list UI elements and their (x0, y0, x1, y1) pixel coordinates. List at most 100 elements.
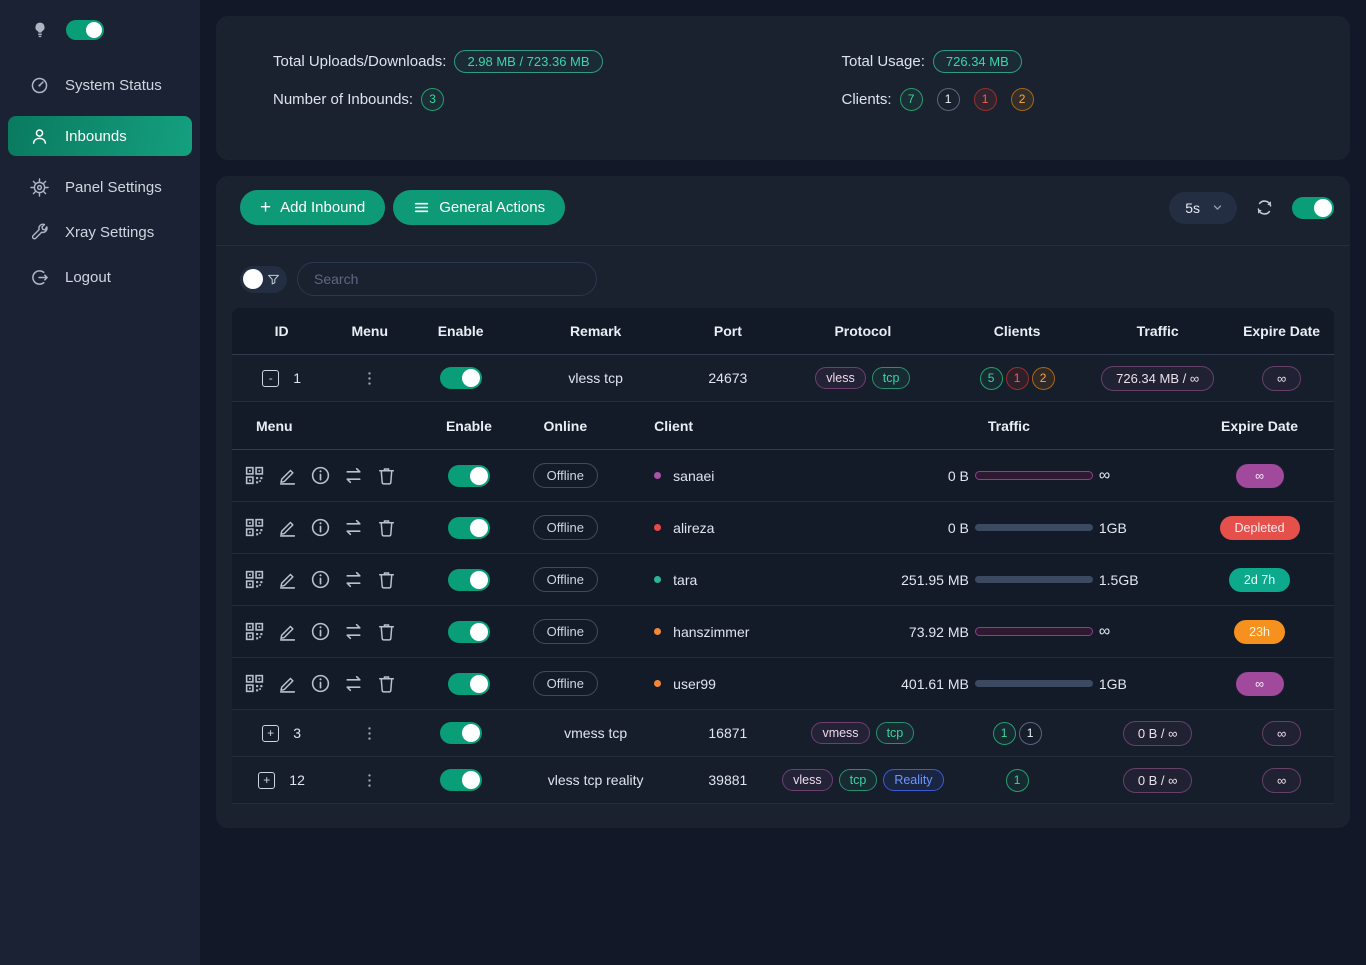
expand-icon[interactable]: + (258, 771, 276, 789)
stat-total-uploads-downloads: Total Uploads/Downloads: 2.98 MB / 723.3… (273, 42, 812, 80)
edit-icon[interactable] (277, 621, 298, 642)
online-status-badge: Offline (532, 619, 598, 644)
sidebar-item-system-status[interactable]: System Status (0, 64, 192, 106)
delete-icon[interactable] (376, 569, 397, 590)
refresh-icon[interactable] (1255, 198, 1274, 217)
delete-icon[interactable] (376, 673, 397, 694)
sidebar-item-label: Logout (65, 268, 111, 286)
stat-value-badge: 726.34 MB (932, 49, 1022, 73)
inbound-traffic-badge: 0 B / ∞ (1122, 720, 1193, 746)
info-icon[interactable] (310, 465, 331, 486)
inbound-expire-badge: ∞ (1261, 365, 1302, 391)
traffic-bar (974, 471, 1093, 480)
info-icon[interactable] (310, 621, 331, 642)
inbound-enable-toggle[interactable] (439, 367, 482, 389)
sidebar-item-logout[interactable]: Logout (0, 256, 192, 298)
client-count-badge: 7 (899, 87, 923, 111)
expire-badge: ∞ (1235, 463, 1284, 488)
client-enable-toggle[interactable] (447, 672, 490, 695)
inbound-remark: vmess tcp (564, 725, 628, 741)
inbound-id: 1 (293, 370, 301, 386)
logout-icon (30, 268, 49, 287)
info-icon[interactable] (310, 517, 331, 538)
filter-toggle[interactable] (240, 265, 287, 293)
collapse-icon[interactable]: - (262, 369, 280, 387)
inbound-traffic-badge: 0 B / ∞ (1122, 767, 1193, 793)
client-count-badge: 2 (1010, 87, 1034, 111)
add-inbound-button[interactable]: + Add Inbound (240, 190, 386, 225)
info-icon[interactable] (310, 673, 331, 694)
qr-code-icon[interactable] (244, 569, 265, 590)
kebab-menu-icon[interactable] (361, 725, 378, 742)
inbound-row: + 12 vless tcp reality 39881 vless tcp R… (232, 757, 1334, 804)
menu-lines-icon (413, 199, 430, 216)
qr-code-icon[interactable] (244, 465, 265, 486)
delete-icon[interactable] (376, 621, 397, 642)
edit-icon[interactable] (277, 569, 298, 590)
stat-total-usage: Total Usage: 726.34 MB (842, 42, 1318, 80)
stat-label: Number of Inbounds: (273, 90, 414, 108)
traffic-used: 0 B (947, 467, 969, 484)
protocol-badge: Reality (883, 769, 944, 791)
delete-icon[interactable] (376, 517, 397, 538)
inbound-enable-toggle[interactable] (439, 722, 482, 744)
reset-traffic-icon[interactable] (343, 673, 364, 694)
online-status-badge: Offline (532, 515, 598, 540)
edit-icon[interactable] (277, 465, 298, 486)
edit-icon[interactable] (277, 517, 298, 538)
stat-value-badge: 3 (421, 87, 445, 111)
refresh-interval-select[interactable]: 5s (1169, 191, 1237, 224)
kebab-menu-icon[interactable] (361, 772, 378, 789)
edit-icon[interactable] (277, 673, 298, 694)
inbound-remark: vless tcp (568, 370, 623, 386)
reset-traffic-icon[interactable] (343, 569, 364, 590)
protocol-badge: vmess (811, 722, 870, 744)
client-enable-toggle[interactable] (447, 620, 490, 643)
client-count-badge: 1 (936, 87, 960, 111)
clients-header-row: Menu Enable Online Client Traffic Expire… (232, 402, 1334, 450)
client-row: Offline sanaei 0 B ∞ ∞ (232, 450, 1334, 502)
qr-code-icon[interactable] (244, 673, 265, 694)
traffic-used: 0 B (947, 519, 969, 536)
expand-icon[interactable]: + (262, 724, 280, 742)
theme-toggle[interactable] (66, 20, 104, 40)
client-count-badge: 2 (1031, 366, 1055, 390)
col-header-port: Port (713, 323, 742, 339)
gear-icon (30, 178, 49, 197)
client-enable-toggle[interactable] (447, 516, 490, 539)
protocol-badge: tcp (838, 769, 878, 791)
sidebar-item-inbounds[interactable]: Inbounds (8, 116, 192, 156)
col-header-enable: Enable (437, 323, 484, 339)
stat-number-of-inbounds: Number of Inbounds: 3 (273, 80, 812, 118)
auto-refresh-toggle[interactable] (1292, 196, 1334, 219)
inbound-id: 12 (289, 772, 305, 788)
expire-badge: ∞ (1235, 671, 1284, 696)
col-header-expire-date: Expire Date (1221, 417, 1299, 434)
client-name: hanszimmer (673, 623, 750, 640)
filter-funnel-icon (266, 272, 281, 287)
client-enable-toggle[interactable] (447, 568, 490, 591)
reset-traffic-icon[interactable] (343, 517, 364, 538)
info-icon[interactable] (310, 569, 331, 590)
search-input[interactable] (297, 262, 597, 296)
qr-code-icon[interactable] (244, 517, 265, 538)
general-actions-button[interactable]: General Actions (393, 190, 566, 225)
client-count-badge: 5 (979, 366, 1003, 390)
col-header-protocol: Protocol (834, 323, 892, 339)
stats-card: Total Uploads/Downloads: 2.98 MB / 723.3… (216, 16, 1350, 160)
sidebar-item-panel-settings[interactable]: Panel Settings (0, 166, 192, 208)
qr-code-icon[interactable] (244, 621, 265, 642)
client-count-badge: 1 (973, 87, 997, 111)
client-row: Offline user99 401.61 MB 1GB ∞ (232, 658, 1334, 710)
user-icon (30, 127, 49, 146)
dashboard-icon (30, 76, 49, 95)
sidebar-item-xray-settings[interactable]: Xray Settings (0, 211, 192, 253)
reset-traffic-icon[interactable] (343, 465, 364, 486)
online-status-badge: Offline (532, 567, 598, 592)
inbound-enable-toggle[interactable] (439, 769, 482, 791)
kebab-menu-icon[interactable] (361, 370, 378, 387)
stat-label: Total Uploads/Downloads: (273, 52, 447, 70)
delete-icon[interactable] (376, 465, 397, 486)
reset-traffic-icon[interactable] (343, 621, 364, 642)
client-enable-toggle[interactable] (447, 464, 490, 487)
